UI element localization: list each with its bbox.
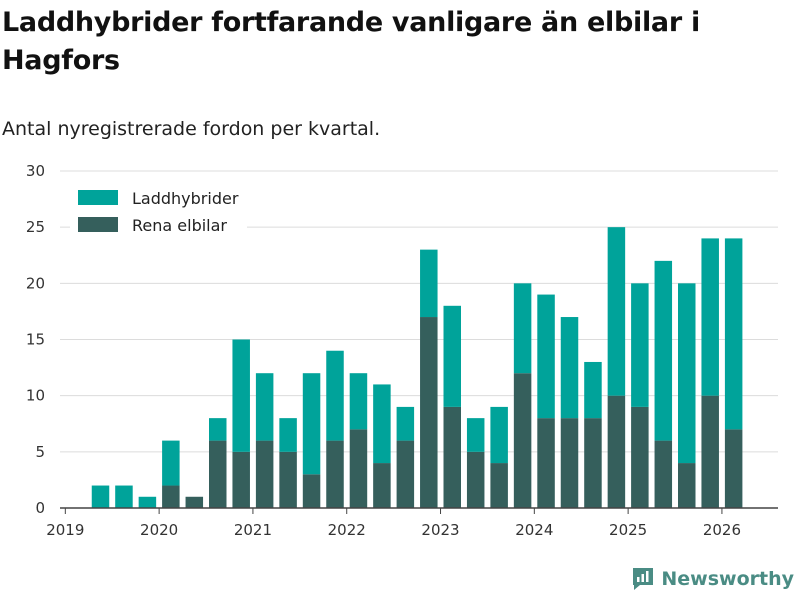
legend-swatch <box>78 190 118 205</box>
bar-rena-elbilar <box>631 406 649 508</box>
bar-laddhybrider <box>513 283 532 374</box>
y-tick-label: 25 <box>26 218 45 236</box>
bar-rena-elbilar <box>420 317 438 508</box>
y-tick-label: 30 <box>26 162 45 180</box>
bars <box>91 227 743 508</box>
bar-rena-elbilar <box>513 373 532 508</box>
bar-rena-elbilar <box>255 440 274 508</box>
bar-laddhybrider <box>396 406 415 441</box>
bar-laddhybrider <box>678 283 696 464</box>
bar-rena-elbilar <box>185 496 204 508</box>
bar-laddhybrider <box>279 418 297 452</box>
chart-title: Laddhybrider fortfarande vanligare än el… <box>2 7 700 76</box>
bar-laddhybrider <box>560 317 579 419</box>
x-tick-label: 2026 <box>703 521 741 539</box>
bar-laddhybrider <box>209 418 227 441</box>
bar-laddhybrider <box>443 305 461 407</box>
bar-rena-elbilar <box>443 406 461 508</box>
y-tick-label: 5 <box>35 443 45 461</box>
bar-rena-elbilar <box>584 418 602 508</box>
x-tick-label: 2021 <box>234 521 272 539</box>
legend-label: Rena elbilar <box>132 216 227 235</box>
legend-label: Laddhybrider <box>132 189 239 208</box>
bar-laddhybrider <box>138 496 157 508</box>
bar-laddhybrider <box>326 350 344 441</box>
bar-laddhybrider <box>537 294 555 419</box>
bar-laddhybrider <box>349 373 368 430</box>
bar-rena-elbilar <box>373 463 391 508</box>
bar-rena-elbilar <box>701 395 719 508</box>
bar-laddhybrider <box>490 406 508 464</box>
x-axis: 2019 2020 2021 2022 2023 2024 2025 2026 <box>46 507 778 539</box>
x-tick-label: 2023 <box>421 521 459 539</box>
bar-laddhybrider <box>607 227 626 396</box>
bar-rena-elbilar <box>232 451 250 508</box>
bar-rena-elbilar <box>302 474 321 508</box>
bar-laddhybrider <box>302 373 321 475</box>
bar-rena-elbilar <box>326 440 344 508</box>
bar-rena-elbilar <box>162 485 180 508</box>
bar-laddhybrider <box>724 238 743 430</box>
newsworthy-logo-icon <box>633 568 654 590</box>
bar-rena-elbilar <box>209 440 227 508</box>
bar-laddhybrider <box>162 440 180 486</box>
y-axis-labels: 0 5 10 15 20 25 30 <box>26 162 45 517</box>
bar-rena-elbilar <box>396 440 415 508</box>
bar-laddhybrider <box>255 373 274 441</box>
y-tick-label: 15 <box>26 331 45 349</box>
bar-laddhybrider <box>631 283 649 407</box>
bar-laddhybrider <box>373 384 391 464</box>
bar-rena-elbilar <box>537 418 555 508</box>
x-tick-label: 2020 <box>140 521 178 539</box>
bar-laddhybrider <box>232 339 250 452</box>
y-tick-label: 20 <box>26 274 45 292</box>
bar-laddhybrider <box>584 361 602 419</box>
bar-rena-elbilar <box>490 463 508 508</box>
x-tick-label: 2024 <box>515 521 553 539</box>
bar-rena-elbilar <box>466 451 485 508</box>
x-tick-label: 2019 <box>46 521 84 539</box>
legend-swatch <box>78 217 118 232</box>
bar-laddhybrider <box>115 485 133 508</box>
bar-rena-elbilar <box>560 418 579 508</box>
y-tick-label: 10 <box>26 387 45 405</box>
bar-rena-elbilar <box>654 440 673 508</box>
bar-rena-elbilar <box>678 463 696 508</box>
x-tick-label: 2022 <box>328 521 366 539</box>
y-tick-label: 0 <box>35 499 45 517</box>
legend: Laddhybrider Rena elbilar <box>70 181 247 235</box>
bar-rena-elbilar <box>724 429 743 508</box>
chart-subtitle: Antal nyregistrerade fordon per kvartal. <box>2 118 381 140</box>
bar-laddhybrider <box>654 260 673 441</box>
bar-laddhybrider <box>701 238 719 396</box>
bar-laddhybrider <box>91 485 110 508</box>
x-tick-label: 2025 <box>609 521 647 539</box>
bar-laddhybrider <box>420 249 438 318</box>
bar-rena-elbilar <box>607 395 626 508</box>
bar-rena-elbilar <box>279 451 297 508</box>
brand-name: Newsworthy <box>661 568 794 590</box>
bar-rena-elbilar <box>349 429 368 508</box>
brand-logo[interactable]: Newsworthy <box>631 564 794 594</box>
bar-laddhybrider <box>466 418 485 452</box>
